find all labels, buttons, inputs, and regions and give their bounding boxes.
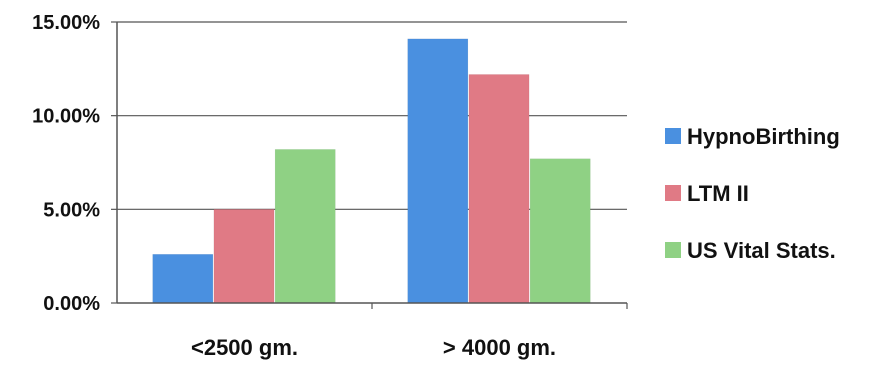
y-tick-label: 5.00%	[43, 199, 100, 221]
legend-swatch	[665, 128, 681, 144]
y-tick-label: 15.00%	[32, 12, 100, 34]
x-category-label: <2500 gm.	[191, 335, 298, 360]
bars	[152, 38, 591, 304]
x-category-label: > 4000 gm.	[443, 335, 556, 360]
bar-ltm-ii-0	[213, 209, 275, 304]
legend: HypnoBirthing LTM II US Vital Stats.	[665, 124, 840, 263]
legend-label: LTM II	[687, 181, 749, 206]
x-category-labels: <2500 gm. > 4000 gm.	[191, 335, 556, 360]
legend-swatch	[665, 242, 681, 258]
bar-ltm-ii-1	[468, 74, 530, 304]
bar-hypnobirthing-0	[152, 254, 214, 304]
legend-label: US Vital Stats.	[687, 238, 836, 263]
y-tick-labels: 0.00% 5.00% 10.00% 15.00%	[32, 12, 100, 315]
bar-us-vital-stats-1	[529, 158, 591, 304]
y-tick-label: 0.00%	[43, 293, 100, 315]
bar-us-vital-stats-0	[274, 149, 336, 304]
y-tick-label: 10.00%	[32, 106, 100, 128]
axes	[116, 22, 627, 304]
bar-hypnobirthing-1	[407, 38, 469, 304]
legend-swatch	[665, 185, 681, 201]
legend-label: HypnoBirthing	[687, 124, 840, 149]
